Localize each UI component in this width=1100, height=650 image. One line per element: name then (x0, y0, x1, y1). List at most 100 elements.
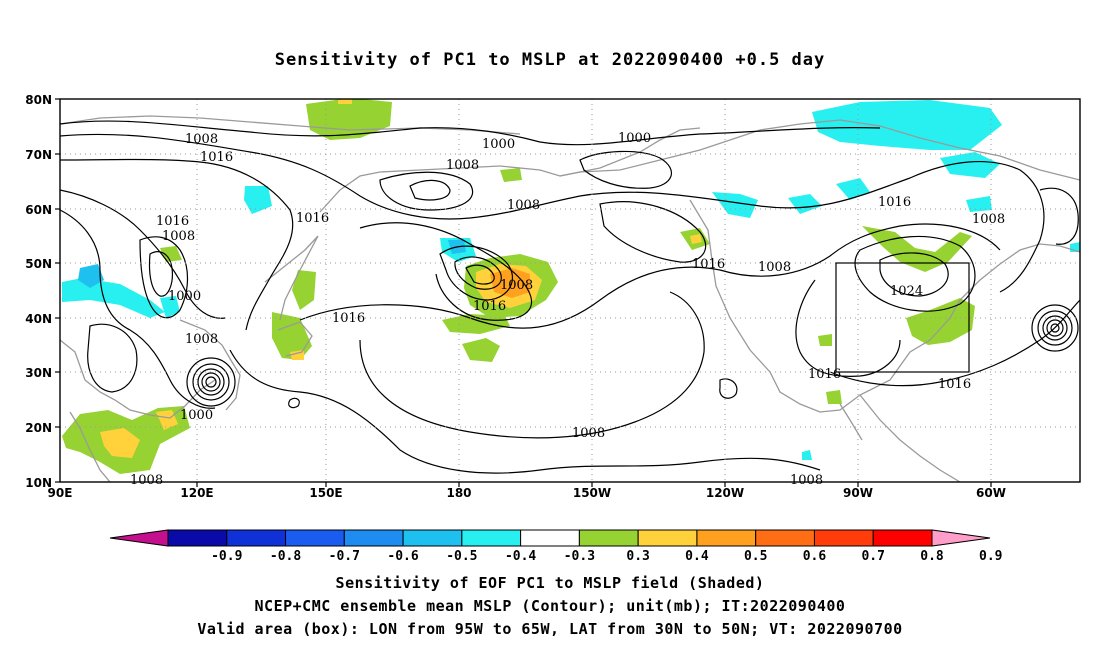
map-title: Sensitivity of PC1 to MSLP at 2022090400… (274, 50, 826, 70)
colorbar-tick-label: -0.8 (270, 549, 301, 564)
contour-line (829, 299, 1080, 387)
pos-region (500, 168, 522, 182)
pos-region (160, 246, 182, 262)
contour-line (229, 349, 821, 474)
mslp-contours (60, 120, 1080, 474)
cyclone-contour (1031, 304, 1079, 352)
pos-region (862, 226, 972, 272)
caption-contour: NCEP+CMC ensemble mean MSLP (Contour); u… (254, 597, 846, 615)
cyclone-contour (1050, 323, 1060, 333)
cyclone-contour (201, 372, 221, 392)
contour-line (60, 133, 1045, 293)
contour-labels: 1008 1016 1000 1008 1000 1016 1016 1008 … (130, 131, 1005, 488)
contour-line (379, 171, 474, 211)
colorbar-tick-label: 0.9 (979, 549, 1002, 564)
lon-label: 150W (573, 486, 611, 500)
contour-label: 1016 (473, 299, 506, 314)
lon-label: 150E (309, 486, 342, 500)
colorbar-tick-label: -0.9 (211, 549, 242, 564)
pos-region (306, 99, 392, 140)
contour-label: 1016 (332, 311, 365, 326)
lat-label: 30N (25, 366, 52, 380)
contour-label: 1008 (790, 473, 823, 488)
colorbar-max-arrow (931, 529, 991, 547)
colorbar-tick-label: 0.8 (920, 549, 944, 564)
valid-area-box (835, 262, 970, 373)
neg-region (62, 278, 165, 318)
contour-label: 1016 (938, 377, 971, 392)
contour-line (60, 120, 881, 146)
contour-label: 1016 (808, 367, 841, 382)
contour-line (87, 323, 138, 393)
pos-region (802, 450, 812, 460)
contour-label: 1008 (507, 198, 540, 213)
neg-region (712, 192, 758, 218)
neg-region (836, 178, 870, 200)
contour-label: 1016 (692, 257, 725, 272)
lon-labels: 90E 120E 150E 180 150W 120W 90W 60W (48, 486, 1006, 500)
colorbar-swatch (226, 529, 287, 547)
cyclone-contour (1046, 319, 1064, 337)
contour-line (579, 150, 673, 189)
contour-line (854, 235, 976, 312)
colorbar-swatch (461, 529, 522, 547)
contour-line (299, 223, 1001, 329)
colorbar-swatch (872, 529, 933, 547)
colorbar-tick-label: -0.5 (446, 549, 477, 564)
cyclone-contour (1037, 310, 1073, 346)
contour-label: 1008 (130, 473, 163, 488)
cyclone-contour (205, 376, 217, 388)
coastlines (60, 115, 1080, 482)
contour-line (599, 201, 707, 263)
caption-shaded: Sensitivity of EOF PC1 to MSLP field (Sh… (335, 574, 765, 592)
contour-line (719, 378, 738, 399)
colorbar-swatch (167, 529, 228, 547)
contour-label: 1008 (162, 229, 195, 244)
colorbar-tick-label: 0.4 (685, 549, 709, 564)
contour-label: 1016 (878, 195, 911, 210)
contour-line (795, 279, 901, 377)
contour-line (288, 397, 300, 409)
neg-region (78, 264, 104, 288)
contour-label: 1016 (156, 214, 189, 229)
contour-line (60, 189, 226, 319)
contour-line (60, 158, 294, 331)
contour-line (409, 179, 451, 201)
lat-label: 80N (25, 93, 52, 107)
contour-line (359, 222, 533, 321)
contour-label: 1008 (446, 158, 479, 173)
contour-label: 1008 (185, 132, 218, 147)
contour-label: 1008 (500, 278, 533, 293)
colorbar-tick-label: 0.3 (626, 549, 649, 564)
neg-region (812, 100, 1002, 150)
neg-region (966, 196, 992, 212)
colorbar-tick-label: -0.4 (505, 549, 536, 564)
colorbar-min-arrow (109, 529, 169, 547)
contour-line (879, 252, 949, 297)
colorbar-tick-label: -0.7 (329, 549, 360, 564)
pos-region (338, 99, 352, 104)
pos-region (690, 234, 702, 244)
lon-label: 90W (843, 486, 873, 500)
contour-label: 1000 (482, 137, 515, 152)
contour-line (139, 236, 189, 319)
neg-region (244, 186, 272, 214)
colorbar-swatch (637, 529, 698, 547)
lat-ticks (55, 98, 60, 483)
contour-line (60, 209, 216, 409)
colorbar-swatch (578, 529, 639, 547)
contour-label: 1008 (572, 426, 605, 441)
cyclone-contour (197, 368, 225, 396)
contour-line (359, 291, 705, 439)
lon-label: 60W (976, 486, 1006, 500)
contour-label: 1000 (168, 289, 201, 304)
lon-label: 90E (48, 486, 73, 500)
lat-label: 70N (25, 148, 52, 162)
lat-labels: 80N 70N 60N 50N 40N 30N 20N 10N (25, 93, 52, 490)
contour-label: 1000 (180, 408, 213, 423)
colorbar-swatch (285, 529, 345, 547)
cyclone-contour (192, 363, 230, 401)
colorbar-tick-label: 0.6 (803, 549, 827, 564)
lat-label: 40N (25, 312, 52, 326)
